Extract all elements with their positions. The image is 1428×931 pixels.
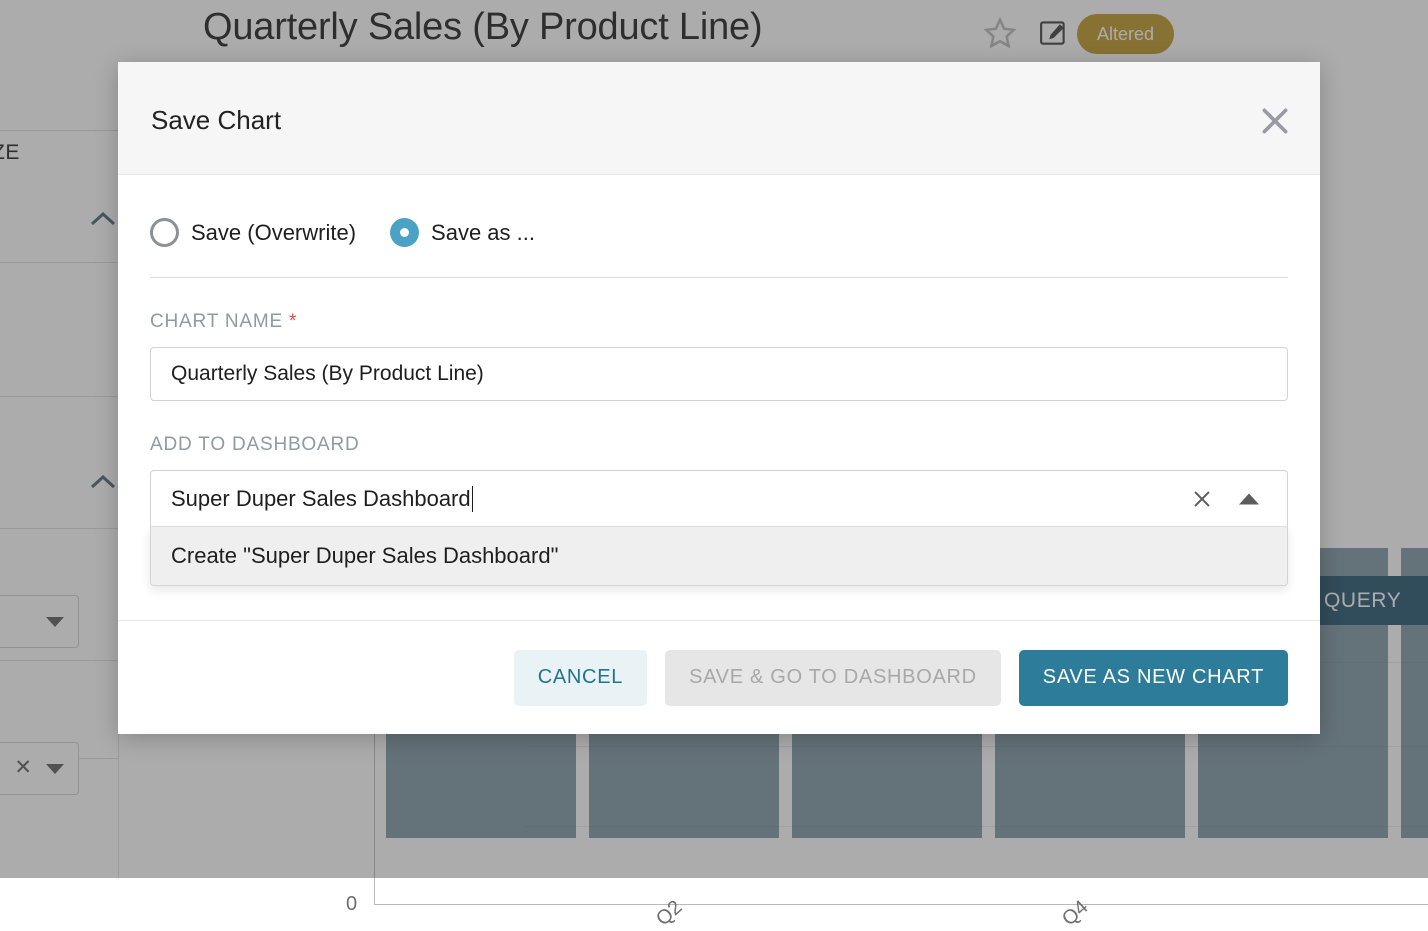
chart-name-label: CHART NAME * [150, 311, 1288, 333]
chart-name-value: Quarterly Sales (By Product Line) [171, 362, 484, 386]
radio-label: Save (Overwrite) [191, 220, 356, 246]
modal-body: Save (Overwrite) Save as ... CHART NAME … [118, 175, 1320, 527]
radio-indicator-selected[interactable] [390, 218, 419, 247]
modal-footer: CANCEL SAVE & GO TO DASHBOARD SAVE AS NE… [118, 620, 1320, 734]
clear-icon[interactable] [1191, 488, 1213, 510]
dashboard-combobox: Super Duper Sales Dashboard Create "Supe… [150, 470, 1288, 527]
dashboard-combobox-menu: Create "Super Duper Sales Dashboard" [150, 527, 1288, 586]
text-cursor [472, 486, 473, 512]
save-and-go-to-dashboard-button[interactable]: SAVE & GO TO DASHBOARD [665, 650, 1001, 706]
radio-save-as[interactable]: Save as ... [390, 218, 535, 247]
chart-x-axis [374, 904, 1428, 905]
dashboard-combobox-value: Super Duper Sales Dashboard [171, 486, 471, 512]
chart-name-input[interactable]: Quarterly Sales (By Product Line) [150, 347, 1288, 401]
modal-header: Save Chart [118, 62, 1320, 175]
dashboard-combobox-input[interactable]: Super Duper Sales Dashboard [150, 470, 1288, 527]
chart-name-label-text: CHART NAME [150, 311, 283, 332]
required-marker: * [289, 311, 297, 332]
radio-label: Save as ... [431, 220, 535, 246]
radio-indicator-unselected[interactable] [150, 218, 179, 247]
dashboard-create-option[interactable]: Create "Super Duper Sales Dashboard" [151, 527, 1287, 585]
chart-x-tick: Q4 [1058, 896, 1093, 931]
chart-y-tick-0: 0 [346, 893, 357, 916]
close-icon[interactable] [1258, 104, 1292, 138]
save-as-new-chart-button[interactable]: SAVE AS NEW CHART [1019, 650, 1288, 706]
radio-save-overwrite[interactable]: Save (Overwrite) [150, 218, 356, 247]
chevron-up-icon[interactable] [1239, 493, 1259, 504]
save-chart-modal: Save Chart Save (Overwrite) Save as ... … [118, 62, 1320, 734]
section-divider [150, 277, 1288, 278]
modal-title: Save Chart [151, 105, 281, 136]
cancel-button[interactable]: CANCEL [514, 650, 647, 706]
save-mode-radio-group: Save (Overwrite) Save as ... [150, 205, 1288, 247]
chart-x-tick: Q2 [652, 896, 687, 931]
add-to-dashboard-label: ADD TO DASHBOARD [150, 434, 1288, 456]
